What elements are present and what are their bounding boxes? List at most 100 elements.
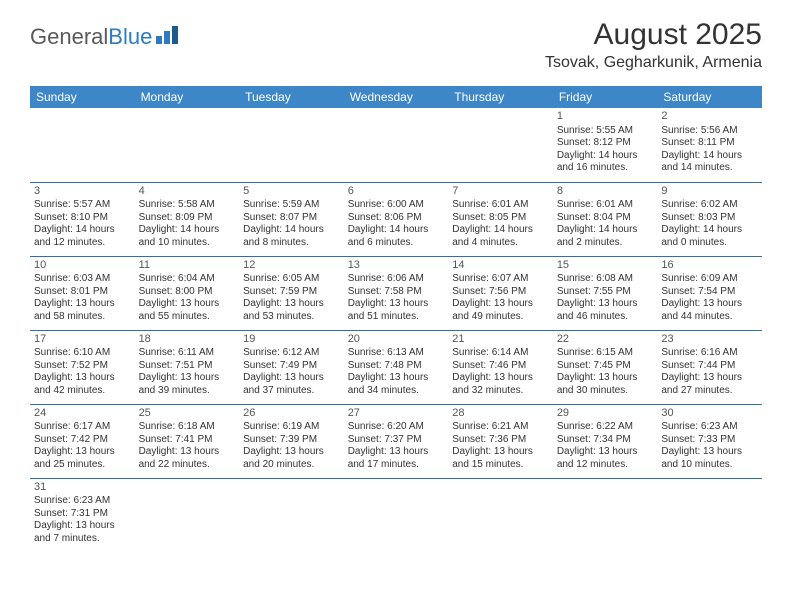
calendar-cell: 25Sunrise: 6:18 AMSunset: 7:41 PMDayligh…: [135, 404, 240, 478]
cell-sunset: Sunset: 7:49 PM: [243, 360, 340, 373]
day-number: 7: [452, 185, 549, 199]
day-number: 23: [661, 333, 758, 347]
cell-daylight1: Daylight: 13 hours: [661, 298, 758, 311]
day-number: 13: [348, 259, 445, 273]
cell-daylight2: and 12 minutes.: [557, 459, 654, 472]
cell-daylight1: Daylight: 14 hours: [452, 224, 549, 237]
day-number: 21: [452, 333, 549, 347]
cell-sunset: Sunset: 8:00 PM: [139, 286, 236, 299]
cell-daylight2: and 34 minutes.: [348, 385, 445, 398]
calendar-cell: 5Sunrise: 5:59 AMSunset: 8:07 PMDaylight…: [239, 182, 344, 256]
day-number: 20: [348, 333, 445, 347]
cell-daylight1: Daylight: 13 hours: [452, 372, 549, 385]
cell-daylight2: and 44 minutes.: [661, 311, 758, 324]
cell-daylight1: Daylight: 13 hours: [243, 298, 340, 311]
calendar-header-row: Sunday Monday Tuesday Wednesday Thursday…: [30, 86, 762, 108]
calendar-cell: 10Sunrise: 6:03 AMSunset: 8:01 PMDayligh…: [30, 256, 135, 330]
calendar-cell: 29Sunrise: 6:22 AMSunset: 7:34 PMDayligh…: [553, 404, 658, 478]
cell-sunrise: Sunrise: 6:05 AM: [243, 273, 340, 286]
cell-daylight2: and 42 minutes.: [34, 385, 131, 398]
calendar-cell-empty: [135, 108, 240, 182]
cell-daylight1: Daylight: 14 hours: [557, 150, 654, 163]
cell-sunrise: Sunrise: 6:23 AM: [661, 421, 758, 434]
cell-sunset: Sunset: 7:33 PM: [661, 434, 758, 447]
cell-daylight2: and 53 minutes.: [243, 311, 340, 324]
cell-daylight2: and 7 minutes.: [34, 533, 131, 546]
brand-logo: GeneralBlue: [30, 24, 182, 50]
cell-daylight1: Daylight: 14 hours: [139, 224, 236, 237]
cell-sunrise: Sunrise: 6:07 AM: [452, 273, 549, 286]
cell-daylight2: and 30 minutes.: [557, 385, 654, 398]
calendar-cell: 12Sunrise: 6:05 AMSunset: 7:59 PMDayligh…: [239, 256, 344, 330]
day-number: 25: [139, 407, 236, 421]
cell-sunrise: Sunrise: 6:04 AM: [139, 273, 236, 286]
calendar-row: 31Sunrise: 6:23 AMSunset: 7:31 PMDayligh…: [30, 478, 762, 552]
calendar-row: 10Sunrise: 6:03 AMSunset: 8:01 PMDayligh…: [30, 256, 762, 330]
calendar-cell: 17Sunrise: 6:10 AMSunset: 7:52 PMDayligh…: [30, 330, 135, 404]
day-header: Friday: [553, 86, 658, 108]
cell-sunset: Sunset: 8:01 PM: [34, 286, 131, 299]
calendar-table: Sunday Monday Tuesday Wednesday Thursday…: [30, 86, 762, 552]
day-header: Tuesday: [239, 86, 344, 108]
calendar-cell-empty: [239, 478, 344, 552]
page-header: GeneralBlue August 2025 Tsovak, Gegharku…: [0, 0, 792, 78]
cell-daylight2: and 4 minutes.: [452, 237, 549, 250]
calendar-cell: 3Sunrise: 5:57 AMSunset: 8:10 PMDaylight…: [30, 182, 135, 256]
cell-daylight1: Daylight: 13 hours: [139, 372, 236, 385]
cell-daylight2: and 20 minutes.: [243, 459, 340, 472]
cell-sunset: Sunset: 7:48 PM: [348, 360, 445, 373]
cell-daylight1: Daylight: 14 hours: [557, 224, 654, 237]
calendar-cell: 6Sunrise: 6:00 AMSunset: 8:06 PMDaylight…: [344, 182, 449, 256]
month-title: August 2025: [545, 18, 762, 52]
calendar-cell: 2Sunrise: 5:56 AMSunset: 8:11 PMDaylight…: [657, 108, 762, 182]
cell-sunset: Sunset: 7:52 PM: [34, 360, 131, 373]
cell-sunrise: Sunrise: 6:15 AM: [557, 347, 654, 360]
cell-sunrise: Sunrise: 6:09 AM: [661, 273, 758, 286]
cell-sunrise: Sunrise: 6:08 AM: [557, 273, 654, 286]
cell-daylight2: and 49 minutes.: [452, 311, 549, 324]
calendar-cell: 19Sunrise: 6:12 AMSunset: 7:49 PMDayligh…: [239, 330, 344, 404]
cell-sunrise: Sunrise: 6:10 AM: [34, 347, 131, 360]
calendar-cell: 22Sunrise: 6:15 AMSunset: 7:45 PMDayligh…: [553, 330, 658, 404]
cell-daylight1: Daylight: 13 hours: [139, 446, 236, 459]
calendar-cell-empty: [657, 478, 762, 552]
cell-sunset: Sunset: 8:10 PM: [34, 212, 131, 225]
cell-sunrise: Sunrise: 5:56 AM: [661, 125, 758, 138]
day-number: 22: [557, 333, 654, 347]
title-block: August 2025 Tsovak, Gegharkunik, Armenia: [545, 18, 762, 72]
cell-sunrise: Sunrise: 6:22 AM: [557, 421, 654, 434]
cell-sunset: Sunset: 7:58 PM: [348, 286, 445, 299]
cell-sunrise: Sunrise: 5:59 AM: [243, 199, 340, 212]
day-number: 27: [348, 407, 445, 421]
cell-sunrise: Sunrise: 6:12 AM: [243, 347, 340, 360]
cell-daylight2: and 51 minutes.: [348, 311, 445, 324]
cell-daylight1: Daylight: 13 hours: [452, 446, 549, 459]
cell-daylight2: and 10 minutes.: [139, 237, 236, 250]
day-number: 1: [557, 110, 654, 124]
calendar-cell: 28Sunrise: 6:21 AMSunset: 7:36 PMDayligh…: [448, 404, 553, 478]
calendar-cell-empty: [448, 108, 553, 182]
cell-sunrise: Sunrise: 6:11 AM: [139, 347, 236, 360]
calendar-cell-empty: [344, 108, 449, 182]
cell-daylight1: Daylight: 14 hours: [661, 224, 758, 237]
day-number: 14: [452, 259, 549, 273]
cell-daylight2: and 25 minutes.: [34, 459, 131, 472]
calendar-cell: 4Sunrise: 5:58 AMSunset: 8:09 PMDaylight…: [135, 182, 240, 256]
cell-daylight2: and 32 minutes.: [452, 385, 549, 398]
cell-daylight1: Daylight: 14 hours: [243, 224, 340, 237]
cell-daylight2: and 17 minutes.: [348, 459, 445, 472]
cell-daylight1: Daylight: 13 hours: [348, 298, 445, 311]
cell-sunset: Sunset: 7:39 PM: [243, 434, 340, 447]
cell-daylight1: Daylight: 13 hours: [243, 372, 340, 385]
cell-daylight2: and 55 minutes.: [139, 311, 236, 324]
cell-sunrise: Sunrise: 6:06 AM: [348, 273, 445, 286]
cell-sunset: Sunset: 7:42 PM: [34, 434, 131, 447]
cell-daylight2: and 27 minutes.: [661, 385, 758, 398]
cell-sunrise: Sunrise: 6:02 AM: [661, 199, 758, 212]
cell-daylight1: Daylight: 13 hours: [34, 446, 131, 459]
brand-part1: General: [30, 24, 108, 50]
cell-daylight1: Daylight: 13 hours: [34, 298, 131, 311]
calendar-row: 1Sunrise: 5:55 AMSunset: 8:12 PMDaylight…: [30, 108, 762, 182]
day-number: 6: [348, 185, 445, 199]
day-number: 30: [661, 407, 758, 421]
